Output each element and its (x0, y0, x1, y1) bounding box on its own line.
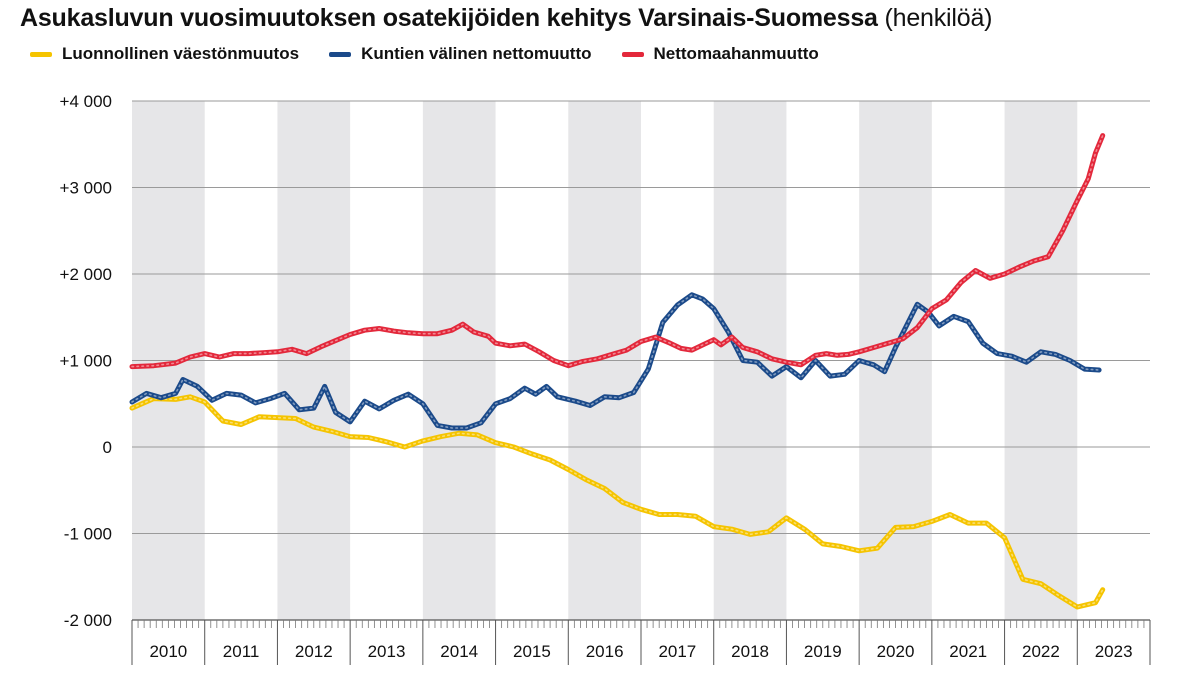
legend-swatch-netto (621, 51, 644, 57)
x-tick-label-2010: 2010 (149, 642, 187, 661)
chart-legend: Luonnollinen väestönmuutos Kuntien välin… (30, 44, 849, 64)
x-tick-label-2022: 2022 (1022, 642, 1060, 661)
legend-item-netto: Nettomaahanmuutto (621, 44, 819, 64)
y-tick-label: +1 000 (60, 352, 112, 371)
x-tick-label-2013: 2013 (368, 642, 406, 661)
legend-swatch-luonnollinen (30, 51, 52, 57)
x-tick-label-2014: 2014 (440, 642, 478, 661)
y-tick-label: +3 000 (60, 179, 112, 198)
x-tick-label-2020: 2020 (877, 642, 915, 661)
chart-title-unit: (henkilöä) (884, 4, 993, 32)
y-tick-label: -1 000 (64, 525, 112, 544)
x-tick-label-2019: 2019 (804, 642, 842, 661)
chart-title-main: Asukasluvun vuosimuutoksen osatekijöiden… (20, 4, 878, 32)
series-line-3 (129, 133, 1106, 370)
x-tick-label-2023: 2023 (1095, 642, 1133, 661)
series-line-beads-3 (131, 134, 1104, 368)
series-line-2 (129, 292, 1102, 431)
series-line-1 (129, 394, 1106, 610)
x-tick-label-2011: 2011 (223, 642, 260, 661)
series-line-beads-1 (131, 395, 1104, 608)
legend-label-luonnollinen: Luonnollinen väestönmuutos (62, 44, 300, 63)
legend-item-kuntien: Kuntien välinen nettomuutto (329, 44, 592, 64)
x-tick-label-2018: 2018 (731, 642, 769, 661)
series-line-beads-2 (131, 293, 1100, 429)
chart-title: Asukasluvun vuosimuutoksen osatekijöiden… (20, 4, 992, 33)
legend-swatch-kuntien (329, 51, 352, 57)
x-tick-label-2017: 2017 (658, 642, 696, 661)
y-tick-label: -2 000 (64, 611, 112, 630)
x-tick-label-2012: 2012 (295, 642, 333, 661)
y-tick-label: 0 (103, 438, 112, 457)
y-tick-label: +4 000 (60, 92, 112, 111)
legend-item-luonnollinen: Luonnollinen väestönmuutos (30, 44, 299, 64)
x-tick-label-2021: 2021 (949, 642, 987, 661)
y-tick-label: +2 000 (60, 265, 112, 284)
x-tick-label-2015: 2015 (513, 642, 551, 661)
legend-label-netto: Nettomaahanmuutto (653, 44, 819, 63)
x-tick-label-2016: 2016 (586, 642, 624, 661)
legend-label-kuntien: Kuntien välinen nettomuutto (361, 44, 592, 63)
